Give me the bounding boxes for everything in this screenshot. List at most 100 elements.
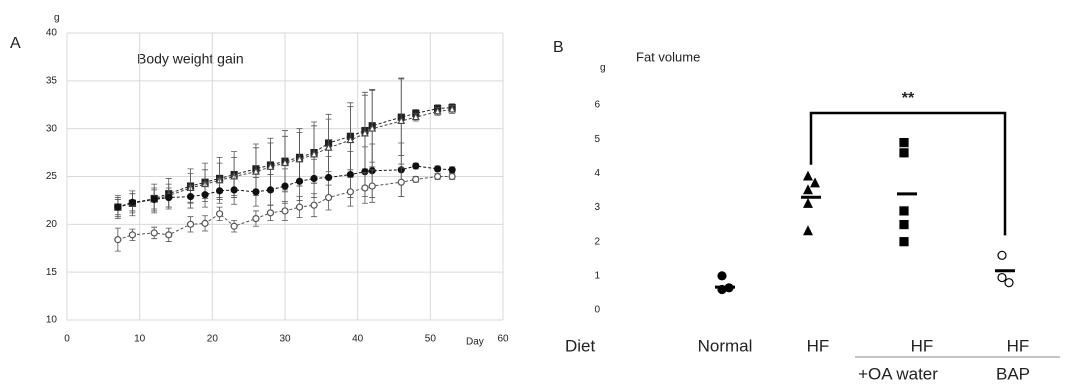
marker <box>186 220 195 228</box>
marker <box>899 219 909 230</box>
marker <box>266 209 275 217</box>
marker <box>361 184 369 192</box>
marker <box>411 112 420 121</box>
marker <box>434 165 442 173</box>
marker <box>412 162 420 170</box>
marker <box>448 166 456 174</box>
chart-title: Fat volume <box>636 49 700 64</box>
marker <box>295 177 304 185</box>
marker <box>186 192 195 201</box>
marker <box>397 178 405 186</box>
marker <box>810 177 820 188</box>
y-tick-label: 25 <box>46 171 58 182</box>
y-tick-label: 35 <box>46 75 58 86</box>
marker <box>803 170 813 181</box>
x-tick-label: 20 <box>207 334 219 345</box>
marker <box>295 154 304 163</box>
marker <box>346 188 354 196</box>
y-tick-label: 2 <box>594 236 600 247</box>
panel-label: B <box>553 39 564 56</box>
marker <box>346 170 354 179</box>
marker <box>310 149 319 158</box>
x-tick-label: 50 <box>425 334 437 345</box>
marker <box>252 214 260 223</box>
marker <box>310 174 318 183</box>
marker <box>448 104 457 113</box>
marker <box>310 201 318 209</box>
marker <box>803 197 813 208</box>
marker <box>114 236 122 244</box>
y-tick-label: 20 <box>46 219 58 230</box>
y-tick-label: 15 <box>46 267 58 278</box>
marker <box>128 198 136 206</box>
x-axis-label: Day <box>466 337 484 348</box>
marker <box>325 193 333 202</box>
marker <box>281 158 289 167</box>
y-axis-label: g <box>600 63 606 74</box>
marker <box>899 148 909 158</box>
y-tick-label: 6 <box>594 100 600 111</box>
marker <box>230 222 238 230</box>
marker <box>201 191 209 199</box>
marker <box>281 182 289 190</box>
marker <box>251 166 260 175</box>
y-tick-label: 3 <box>594 202 600 213</box>
x-tick-label: 0 <box>64 334 70 345</box>
marker <box>397 116 406 125</box>
panel-label: A <box>10 35 21 52</box>
marker <box>114 203 122 211</box>
marker <box>216 210 224 218</box>
marker <box>412 175 420 183</box>
x-tick-label: 30 <box>279 334 291 345</box>
x-tick-label: 10 <box>134 334 146 345</box>
marker <box>899 137 909 148</box>
series-line <box>117 109 453 208</box>
marker <box>803 184 813 195</box>
marker <box>368 182 376 190</box>
y-axis-label: g <box>54 13 60 24</box>
marker <box>230 186 238 194</box>
marker <box>899 206 909 216</box>
marker <box>150 195 158 204</box>
marker <box>997 272 1007 283</box>
marker <box>448 172 456 181</box>
x-tick-label: Normal <box>698 336 753 355</box>
marker <box>434 172 442 181</box>
y-tick-label: 5 <box>594 134 600 145</box>
marker <box>324 142 333 151</box>
marker <box>899 237 909 247</box>
marker <box>433 106 442 115</box>
marker <box>165 193 173 202</box>
marker <box>165 231 173 239</box>
x-tick-label: 60 <box>497 334 509 345</box>
marker <box>150 229 158 237</box>
y-tick-label: 1 <box>594 270 600 281</box>
chart-title: Body weight gain <box>137 51 244 67</box>
x-tick-label: HF <box>807 336 830 355</box>
x-tick-label: HF <box>911 336 934 355</box>
x-tick-label: 40 <box>352 334 364 345</box>
marker <box>346 135 355 144</box>
marker <box>325 173 333 182</box>
marker <box>717 271 727 281</box>
marker <box>128 231 136 239</box>
y-tick-label: 40 <box>46 28 58 39</box>
marker <box>803 225 813 236</box>
series-line <box>117 165 453 208</box>
row-label: Diet <box>565 336 596 355</box>
marker <box>295 203 304 211</box>
marker <box>1004 278 1014 288</box>
y-tick-label: 30 <box>46 123 58 134</box>
x-sublabel: BAP <box>996 364 1030 383</box>
marker <box>266 186 275 194</box>
marker <box>266 161 275 170</box>
y-tick-label: 10 <box>46 315 58 326</box>
marker <box>997 250 1007 260</box>
significance-bracket <box>809 111 1007 236</box>
marker <box>216 187 224 195</box>
y-tick-label: 0 <box>594 305 600 316</box>
significance-label: ** <box>902 90 915 107</box>
x-tick-label: HF <box>1007 336 1030 355</box>
